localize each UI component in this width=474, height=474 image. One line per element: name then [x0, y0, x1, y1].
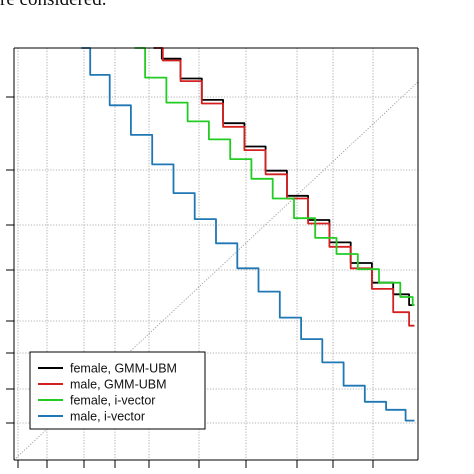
- legend-box: [29, 351, 206, 430]
- series-line-female-i-vector: [134, 47, 415, 306]
- legend-label-male-i-vector: male, i-vector: [70, 410, 145, 424]
- series-line-male-gmm-ubm: [155, 47, 415, 327]
- legend-label-male-gmm-ubm: male, GMM-UBM: [70, 378, 167, 392]
- legend: female, GMM-UBM male, GMM-UBM female, i-ve…: [29, 351, 206, 430]
- axis-ticks: [6, 96, 374, 468]
- series-group: [81, 47, 415, 422]
- series-line-female-gmm-ubm: [153, 47, 415, 306]
- legend-label-female-gmm-ubm: female, GMM-UBM: [70, 362, 177, 376]
- series-line-male-i-vector: [81, 47, 415, 422]
- caption-fragment: re considered.: [0, 0, 107, 11]
- plot-frame: [13, 47, 419, 461]
- legend-label-female-i-vector: female, i-vector: [70, 394, 155, 408]
